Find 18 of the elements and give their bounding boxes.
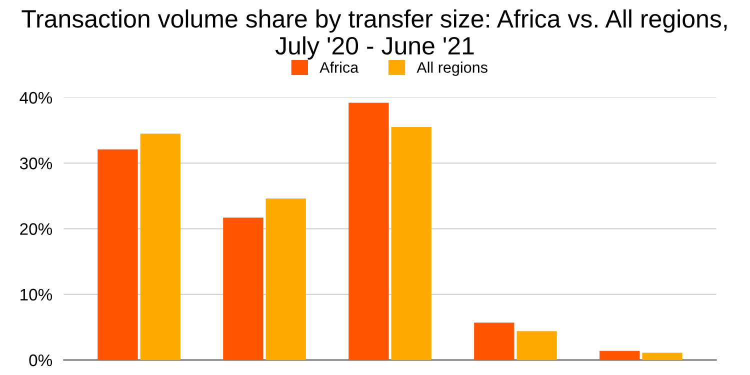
bar [98, 149, 138, 360]
y-tick-label: 30% [20, 158, 52, 170]
chart-title: Transaction volume share by transfer size: Africa vs. All regions, July '20 - June '21 [22, 9, 727, 60]
bar [223, 218, 264, 360]
bar [600, 350, 640, 360]
y-tick-label: 0% [29, 354, 52, 366]
bar [391, 127, 432, 360]
legend-label: All regions [416, 62, 488, 76]
bar [474, 322, 514, 360]
y-tick-label: 20% [20, 223, 52, 235]
legend-label: Africa [320, 62, 359, 73]
bar [516, 331, 557, 360]
y-tick-label: 10% [20, 288, 52, 301]
bar [140, 134, 180, 360]
bar [266, 198, 306, 360]
y-tick-label: 40% [20, 92, 52, 104]
bar [348, 102, 389, 360]
bar [642, 352, 682, 360]
